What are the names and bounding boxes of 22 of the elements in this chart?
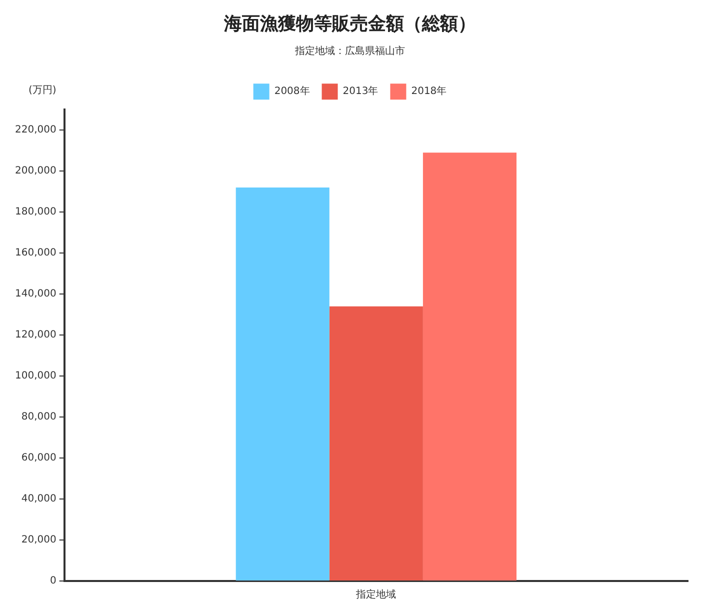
y-tick-label: 120,000 xyxy=(14,330,56,341)
y-tick-label: 200,000 xyxy=(14,166,56,177)
y-axis-title: (万円) xyxy=(28,85,56,96)
y-tick-label: 220,000 xyxy=(14,124,56,136)
y-tick-label: 80,000 xyxy=(21,412,56,423)
y-tick-label: 0 xyxy=(50,576,56,587)
y-tick-label: 60,000 xyxy=(21,452,56,464)
y-tick-label: 100,000 xyxy=(14,370,56,382)
bar xyxy=(422,152,516,580)
chart-subtitle: 指定地域：広島県福山市 xyxy=(294,45,405,58)
y-tick-label: 40,000 xyxy=(21,494,56,505)
y-tick-label: 140,000 xyxy=(14,288,56,300)
bar xyxy=(236,187,330,580)
x-tick-label: 指定地域 xyxy=(355,588,396,601)
chart-title: 海面漁獲物等販売金額（総額） xyxy=(223,13,476,34)
legend-label: 2018年 xyxy=(411,85,447,98)
y-tick-label: 180,000 xyxy=(14,206,56,218)
legend-label: 2008年 xyxy=(274,85,310,98)
bar xyxy=(329,306,423,580)
legend-label: 2013年 xyxy=(342,85,378,98)
y-tick-label: 20,000 xyxy=(21,534,56,546)
y-tick-label: 160,000 xyxy=(14,248,56,259)
